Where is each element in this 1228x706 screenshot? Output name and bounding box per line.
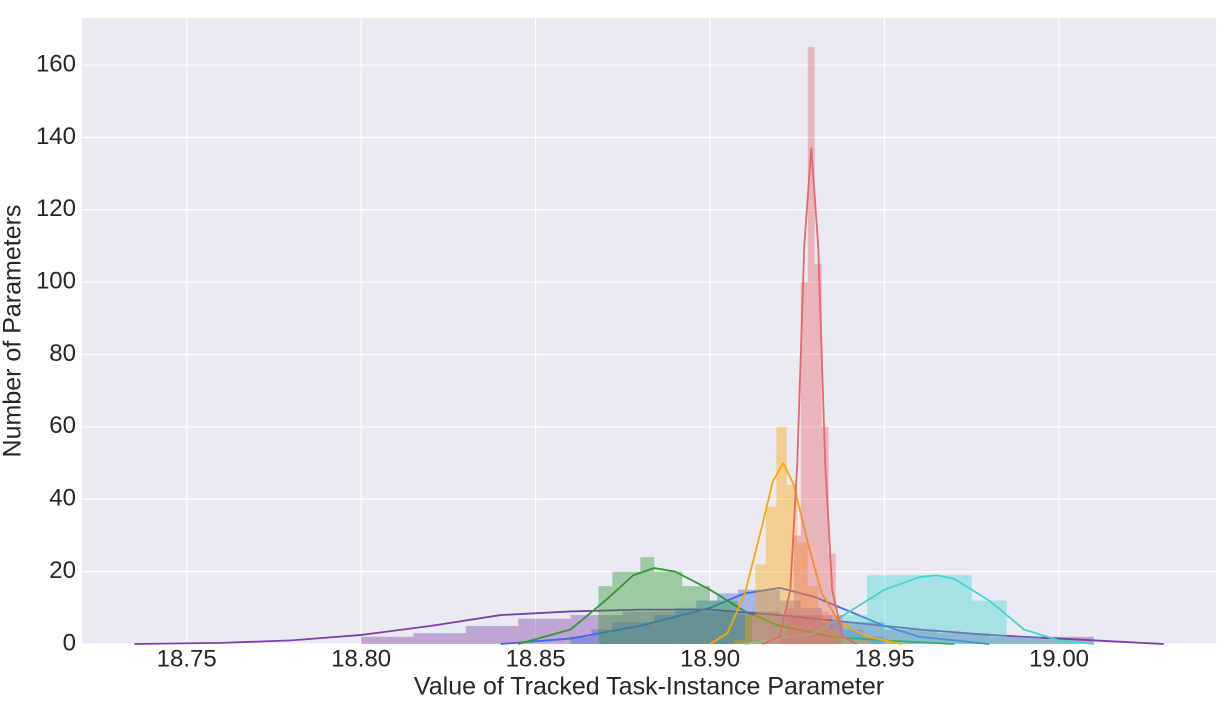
histogram-bar: [901, 575, 937, 644]
histogram-bar: [633, 622, 655, 644]
x-tick-label: 18.85: [506, 645, 566, 672]
y-tick-label: 140: [36, 123, 76, 150]
histogram-bar: [936, 633, 990, 644]
histogram-bar: [570, 615, 623, 644]
histogram-bar: [755, 564, 766, 644]
x-tick-label: 19.00: [1029, 645, 1089, 672]
histogram-bar: [786, 607, 794, 644]
kde-curve: [517, 567, 955, 645]
histogram-bar: [598, 586, 613, 644]
x-tick-label: 18.90: [680, 645, 740, 672]
histogram-bar: [668, 571, 683, 644]
kde-curve: [500, 587, 990, 645]
histogram-bar: [734, 640, 745, 644]
histogram-bar: [682, 586, 697, 644]
histogram-bar: [989, 636, 1042, 644]
y-tick-label: 60: [49, 412, 76, 439]
histogram-bar: [839, 636, 850, 644]
histogram-bar: [675, 607, 697, 644]
histogram-bar: [867, 575, 902, 644]
y-tick-label: 120: [36, 195, 76, 222]
x-tick-label: 18.75: [157, 645, 217, 672]
histogram-bar: [758, 589, 780, 644]
histogram-bar: [821, 426, 829, 644]
x-tick-label: 18.80: [331, 645, 391, 672]
histogram-bar: [612, 571, 627, 644]
histogram-bar: [465, 625, 519, 644]
histogram-bar: [818, 611, 829, 644]
histogram-bar: [570, 636, 592, 644]
y-tick-label: 80: [49, 340, 76, 367]
y-tick-label: 40: [49, 485, 76, 512]
histogram-bar: [828, 629, 840, 644]
kde-curve: [134, 608, 1164, 645]
y-tick-label: 100: [36, 267, 76, 294]
histogram-bar: [361, 636, 414, 644]
histogram-bar: [860, 640, 871, 644]
histogram-bar: [797, 542, 808, 644]
y-axis-label: Number of Parameters: [0, 205, 27, 458]
x-tick-label: 18.95: [854, 645, 914, 672]
histogram-bar: [724, 600, 738, 644]
histogram-bar: [1006, 636, 1042, 644]
y-tick-label: 160: [36, 50, 76, 77]
histogram-bar: [835, 615, 843, 644]
histogram-bar: [807, 46, 815, 644]
histogram-bar: [793, 535, 801, 644]
histogram-bar: [776, 426, 787, 644]
histogram-bar: [779, 636, 787, 644]
y-tick-label: 20: [49, 557, 76, 584]
histogram-bar: [696, 600, 718, 644]
y-tick-label: 0: [63, 629, 76, 656]
histogram-bar: [821, 622, 843, 644]
histogram-bar: [696, 586, 711, 644]
histogram-bar: [640, 557, 655, 644]
histogram-bar: [828, 553, 836, 644]
histogram-bar: [765, 506, 777, 644]
histogram-bar: [654, 571, 669, 644]
histogram-bar: [727, 611, 780, 644]
histogram-bar: [971, 600, 1007, 644]
plot-area: [82, 18, 1216, 644]
histogram-bar: [626, 571, 641, 644]
histogram-bar: [654, 615, 676, 644]
histogram-bar: [807, 586, 819, 644]
histogram-bar: [800, 282, 808, 644]
histogram-bar: [413, 633, 466, 644]
histogram-bar: [814, 264, 822, 644]
kde-curve: [709, 462, 903, 645]
x-axis-label: Value of Tracked Task-Instance Parameter: [414, 673, 884, 701]
histogram-bar: [717, 593, 738, 644]
histogram-bar: [1041, 640, 1077, 644]
histogram-bar: [737, 615, 752, 644]
histogram-bar: [737, 589, 759, 644]
kde-curve: [762, 147, 858, 645]
histogram-bar: [744, 615, 756, 644]
histogram-bar: [710, 600, 725, 644]
